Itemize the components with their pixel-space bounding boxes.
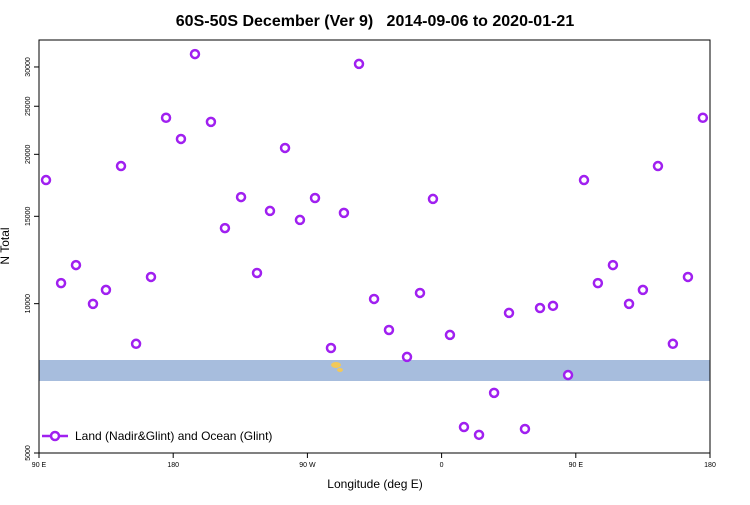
point (368, 293, 380, 305)
point (667, 338, 679, 350)
point (309, 192, 321, 204)
point (87, 298, 99, 310)
point (70, 259, 82, 271)
x-tick-label: 90 E (32, 462, 47, 469)
point (592, 277, 604, 289)
x-axis-label: Longitude (deg E) (327, 477, 422, 491)
point (637, 284, 649, 296)
point (488, 387, 500, 399)
x-tick-label: 180 (704, 462, 716, 469)
point (401, 351, 413, 363)
point (115, 160, 127, 172)
chart-title: 60S-50S December (Ver 9) 2014-09-06 to 2… (176, 13, 575, 30)
y-tick-label: 25000 (25, 96, 32, 116)
plot-frame (38, 39, 711, 454)
x-tick-label: 90 W (299, 462, 316, 469)
y-tick-label: 5000 (25, 445, 32, 461)
point (547, 300, 559, 312)
point (444, 329, 456, 341)
point (697, 112, 709, 124)
point (473, 429, 485, 441)
y-tick-label: 30000 (25, 57, 32, 77)
point (414, 287, 426, 299)
x-tick-label: 0 (440, 462, 444, 469)
point (652, 160, 664, 172)
point (219, 222, 231, 234)
y-tick-label: 20000 (25, 144, 32, 164)
point (519, 423, 531, 435)
point (55, 277, 67, 289)
land-patch (331, 362, 341, 368)
point (578, 174, 590, 186)
point (427, 193, 439, 205)
point (682, 271, 694, 283)
point (503, 307, 515, 319)
point (338, 207, 350, 219)
point (623, 298, 635, 310)
legend-marker (49, 430, 61, 442)
point (458, 421, 470, 433)
x-tick-label: 180 (167, 462, 179, 469)
point (325, 342, 337, 354)
x-tick-label: 90 E (569, 462, 584, 469)
y-tick-label: 15000 (25, 206, 32, 226)
y-axis-label: N Total (0, 227, 12, 264)
point (40, 174, 52, 186)
point (607, 259, 619, 271)
point (383, 324, 395, 336)
point (145, 271, 157, 283)
legend-label: Land (Nadir&Glint) and Ocean (Glint) (75, 429, 272, 443)
point (294, 214, 306, 226)
point (189, 48, 201, 60)
point (160, 112, 172, 124)
land-patch (337, 368, 343, 372)
point (205, 116, 217, 128)
y-tick-label: 10000 (25, 294, 32, 314)
point (251, 267, 263, 279)
point (353, 58, 365, 70)
point (562, 369, 574, 381)
point (100, 284, 112, 296)
point (264, 205, 276, 217)
ocean-band (39, 360, 710, 381)
point (175, 133, 187, 145)
point (235, 191, 247, 203)
point (534, 302, 546, 314)
point (130, 338, 142, 350)
point (279, 142, 291, 154)
